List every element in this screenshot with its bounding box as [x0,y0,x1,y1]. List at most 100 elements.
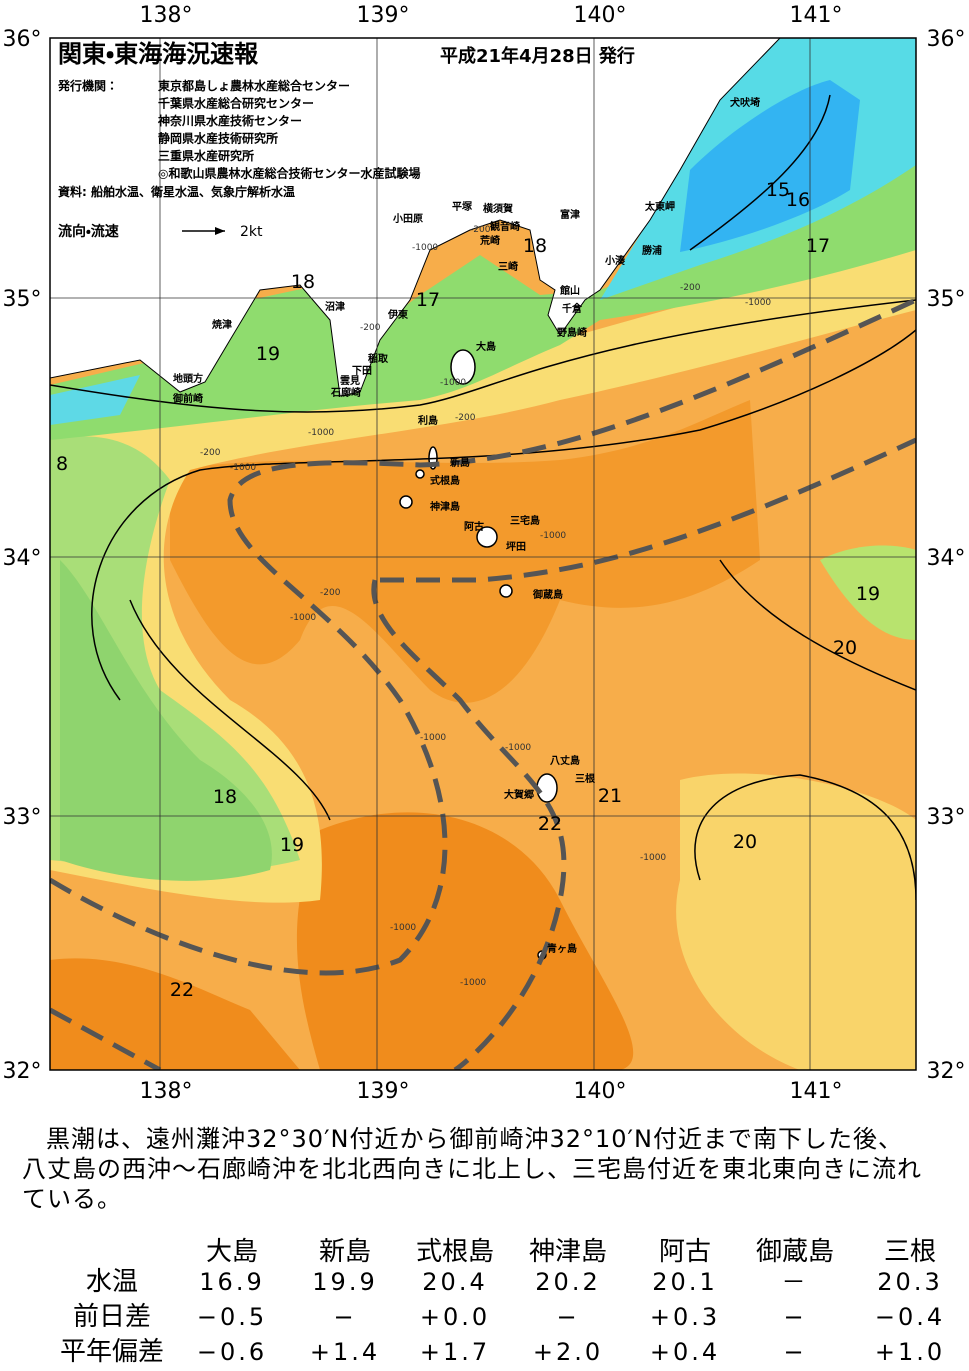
agency: ◎和歌山県農林水産総合技術センター水産試験場 [158,166,420,181]
depth-label: -1000 [230,463,256,473]
place-label: 三宅島 [510,514,540,527]
isotherm-label: 20 [833,637,857,659]
sources: 資料: 船舶水温、衛星水温、気象庁解析水温 [58,184,295,199]
depth-label: -1000 [420,733,446,743]
lon-label: 141° [790,3,843,28]
depth-label: -200 [680,283,701,293]
lon-label: 139° [357,3,410,28]
lon-label: 138° [140,1079,193,1104]
table-cell: +0.4 [650,1338,720,1366]
place-label: 地頭方 [173,372,203,385]
table-cell: +1.4 [310,1338,380,1366]
place-label: 小田原 [392,212,423,225]
isotherm-label: 15 [766,179,790,201]
place-label: 御前崎 [172,392,203,405]
place-label: 雲見 [340,375,360,387]
place-label: 小湊 [604,254,626,267]
table-cell: +0.0 [420,1303,490,1331]
isotherm-label: 18 [291,271,315,293]
isotherm-label: 21 [598,785,622,807]
place-label: 野島崎 [557,326,587,339]
isotherm-label: 16 [786,189,810,211]
lon-label: 141° [790,1079,843,1104]
current-legend: 流向・流速 [58,223,119,240]
place-label: 荒崎 [479,234,500,247]
table-cell: 20.2 [535,1268,600,1296]
sea-temperature-fill [50,38,916,1070]
table-cell: 20.3 [877,1268,942,1296]
isotherm-label: 18 [213,786,237,808]
place-label: 観音崎 [490,220,520,233]
table-cell: +2.0 [533,1338,603,1366]
lat-label: 32° [927,1059,966,1084]
place-label: 富津 [560,208,580,221]
current-scale: 2kt [240,224,263,240]
column-header: 新島 [319,1237,371,1267]
column-header: 阿古 [659,1237,711,1267]
isotherm-label: 20 [733,831,757,853]
map-frame [49,37,917,1071]
place-label: 千倉 [562,302,583,315]
lat-label: 35° [3,287,42,312]
place-label: 下田 [352,365,372,377]
depth-label: -1000 [460,978,486,988]
agency: 千葉県水産総合研究センター [158,96,314,111]
place-label: 横須賀 [483,202,513,215]
table-cell: － [782,1268,809,1296]
depth-label: -200 [360,323,381,333]
row-label: 前日差 [73,1302,151,1332]
lat-label: 34° [3,546,42,571]
table-cell: +0.3 [650,1303,720,1331]
place-label: 勝浦 [642,244,662,257]
place-label: 利島 [418,414,438,427]
depth-label: -200 [470,225,491,235]
table-cell: 16.9 [199,1268,264,1296]
depth-label: -200 [320,588,341,598]
current-arrow-head [215,227,225,235]
place-label: 坪田 [506,540,526,553]
table-cell: 20.1 [652,1268,717,1296]
place-label: 式根島 [430,474,460,487]
place-label: 稲取 [368,352,389,365]
agency: 神奈川県水産技術センター [157,113,302,128]
agencies-label: 発行機関： [57,78,118,93]
agency: 三重県水産研究所 [158,148,254,163]
column-header: 神津島 [529,1237,607,1267]
table-cell: − [783,1338,806,1366]
lat-label: 33° [927,805,966,830]
column-header: 大島 [206,1237,258,1267]
depth-label: -1000 [640,853,666,863]
lat-label: 34° [927,546,966,571]
isotherm-label: 22 [170,979,194,1001]
lat-label: 33° [3,805,42,830]
table-cell: −0.4 [875,1303,945,1331]
depth-label: -1000 [440,378,466,388]
column-header: 三根 [884,1237,936,1267]
place-label: 神津島 [429,500,460,513]
table-cell: − [556,1303,579,1331]
table-cell: −0.6 [197,1338,267,1366]
row-label: 水温 [86,1267,138,1297]
lon-label: 138° [140,3,193,28]
place-label: 阿古 [464,520,484,533]
table-cell: 20.4 [422,1268,487,1296]
isotherm-label: 22 [538,813,562,835]
lon-label: 139° [357,1079,410,1104]
lat-label: 35° [927,287,966,312]
place-label: 御蔵島 [532,588,563,601]
place-label: 犬吠埼 [730,96,760,109]
place-label: 八丈島 [550,754,580,767]
depth-label: -1000 [540,531,566,541]
place-label: 太東岬 [644,200,675,213]
title: 関東・東海海況速報 [58,40,259,68]
issue-date: 平成21年4月28日 発行 [440,45,635,67]
depth-label: -1000 [308,428,334,438]
depth-label: -1000 [505,743,531,753]
depth-label: -1000 [745,298,771,308]
agency: 静岡県水産技術研究所 [158,131,278,146]
place-label: 新島 [449,456,470,469]
place-label: 伊東 [387,308,408,321]
lat-label: 36° [3,27,42,52]
isotherm-label: 17 [806,235,830,257]
